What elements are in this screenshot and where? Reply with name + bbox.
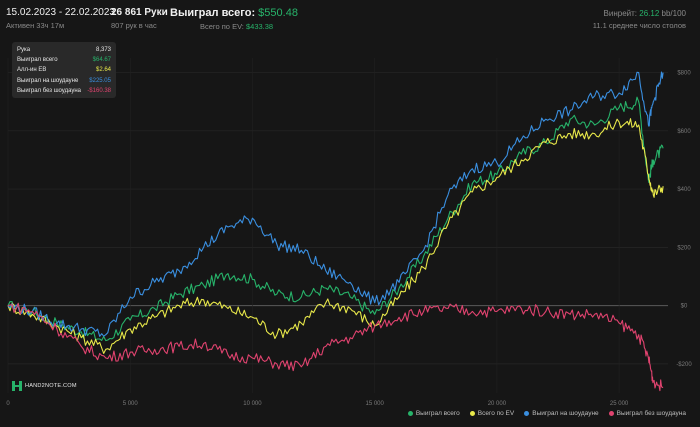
y-tick-label: $400 (677, 187, 691, 193)
ev-total: Всего по EV: $433.38 (170, 22, 298, 31)
legend-label: Выиграл всего (415, 410, 460, 417)
won-total: Выиграл всего: $550.48 (170, 7, 298, 19)
avg-tables: 11.1 среднее число столов (592, 21, 686, 30)
legend-dot-icon (407, 411, 413, 416)
won-label: Выиграл всего: (170, 7, 256, 19)
winrate-label: Винрейт: (603, 9, 638, 18)
tooltip-row-won: Выиграл всего $64.67 (17, 55, 111, 65)
tooltip-row-allin-ev: Алл-ин EВ $2.64 (17, 65, 111, 75)
series-line (7, 302, 664, 392)
hands-per-hour: 807 рук в час (111, 21, 157, 30)
tooltip-label: Выиграл на шоудауне (17, 77, 79, 84)
tooltip-value: $2.64 (95, 67, 111, 74)
legend-item-showdown[interactable]: Выиграл на шоудауне (524, 410, 599, 417)
x-tick-label: 5 000 (123, 401, 139, 407)
x-tick-label: 10 000 (243, 401, 262, 407)
ev-label: Всего по EV: (200, 22, 244, 31)
legend-label: Всего по EV (477, 410, 515, 417)
tooltip-value: $225.05 (89, 77, 111, 84)
date-range[interactable]: 15.02.2023 - 22.02.2023 (6, 7, 115, 18)
winrate-value: 26.12 (639, 9, 660, 18)
tooltip-row-hand: Рука 8,373 (17, 45, 111, 55)
series-line (7, 71, 664, 337)
tooltip-label: Алл-ин EВ (17, 67, 47, 74)
tooltip-value: 8,373 (95, 47, 111, 53)
active-time: Активен 33ч 17м (6, 21, 65, 30)
x-tick-label: 0 (6, 401, 10, 407)
y-tick-label: $0 (681, 304, 688, 310)
y-tick-label: $600 (677, 129, 691, 135)
legend-dot-icon (469, 411, 475, 416)
y-tick-label: $200 (677, 245, 691, 251)
chart-legend: Выиграл всего Всего по EV Выиграл на шоу… (407, 410, 686, 417)
winrate: Винрейт: 26.12 bb/100 (593, 9, 686, 18)
y-tick-label: $800 (677, 71, 691, 77)
won-block: Выиграл всего: $550.48 Всего по EV: $433… (170, 7, 298, 31)
ev-value: $433.38 (245, 22, 274, 31)
y-tick-label: -$200 (676, 362, 692, 368)
legend-dot-icon (608, 411, 614, 416)
winrate-unit: bb/100 (661, 9, 686, 18)
hands-block: 26 861 Руки 807 рук в час (111, 7, 168, 30)
logo-icon (12, 381, 22, 391)
logo-text: HAND2NOTE.COM (25, 383, 77, 389)
stats-header: 15.02.2023 - 22.02.2023 Активен 33ч 17м … (0, 0, 700, 38)
tooltip-value: -$160.38 (87, 87, 111, 94)
series-line (7, 118, 664, 354)
legend-dot-icon (524, 411, 530, 416)
x-tick-label: 20 000 (488, 401, 507, 407)
date-block: 15.02.2023 - 22.02.2023 Активен 33ч 17м (6, 7, 115, 30)
hand2note-logo: HAND2NOTE.COM (12, 381, 77, 391)
tooltip-label: Выиграл всего (17, 57, 58, 64)
x-tick-label: 15 000 (365, 401, 384, 407)
tooltip-value: $64.67 (92, 57, 111, 64)
x-tick-label: 25 000 (610, 401, 629, 407)
tooltip-row-nonshowdown: Выиграл без шоудауна -$160.38 (17, 86, 111, 96)
hands-count: 26 861 Руки (111, 7, 168, 18)
hover-tooltip: Рука 8,373 Выиграл всего $64.67 Алл-ин E… (12, 42, 116, 98)
winrate-block: Винрейт: 26.12 bb/100 11.1 среднее число… (593, 9, 686, 30)
series-line (7, 96, 664, 342)
tooltip-label: Выиграл без шоудауна (17, 87, 81, 94)
tooltip-label: Рука (17, 47, 31, 53)
legend-item-nonshowdown[interactable]: Выиграл без шоудауна (608, 410, 686, 417)
results-graph[interactable]: -$200 $0 $200 $400 $600 $800 0 5 000 10 000 15 00… (0, 38, 700, 427)
legend-item-ev[interactable]: Всего по EV (469, 410, 515, 417)
legend-item-won[interactable]: Выиграл всего (407, 410, 460, 417)
won-value: $550.48 (258, 7, 298, 19)
legend-label: Выиграл без шоудауна (616, 410, 686, 417)
legend-label: Выиграл на шоудауне (532, 410, 599, 417)
tooltip-row-showdown: Выиграл на шоудауне $225.05 (17, 76, 111, 86)
